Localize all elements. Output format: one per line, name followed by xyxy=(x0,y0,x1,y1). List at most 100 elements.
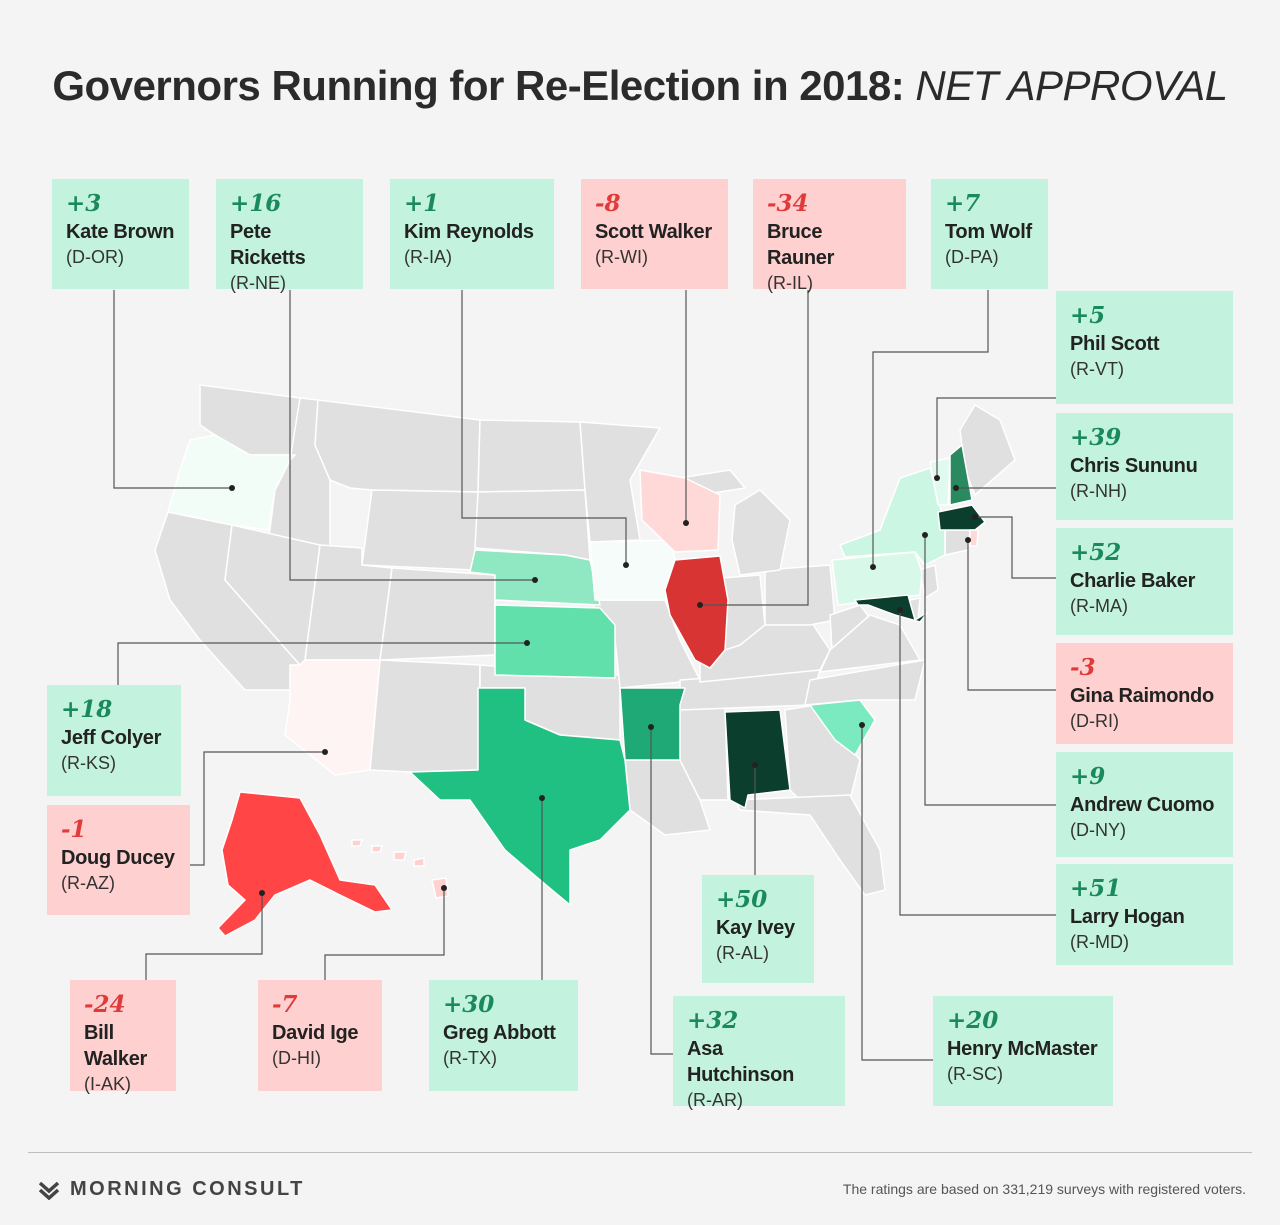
net-approval: +18 xyxy=(61,696,113,723)
governor-name: Larry Hogan xyxy=(1070,906,1185,928)
governor-name: Kim Reynolds xyxy=(404,221,534,243)
dot-tx xyxy=(539,795,545,801)
leader-sc xyxy=(861,725,933,1061)
governor-name: Tom Wolf xyxy=(945,221,1032,243)
label-or: +3 Kate Brown (D-OR) xyxy=(52,179,189,289)
governor-party: (R-KS) xyxy=(61,753,116,773)
state-fl xyxy=(734,794,886,896)
footnote: The ratings are based on 331,219 surveys… xyxy=(842,1181,1246,1197)
state-tx xyxy=(409,687,631,906)
state-co xyxy=(379,567,496,661)
governor-party: (R-SC) xyxy=(947,1064,1003,1084)
state-wi xyxy=(639,469,721,553)
governor-party: (R-AL) xyxy=(716,943,769,963)
governor-name: Gina Raimondo xyxy=(1070,685,1214,707)
leader-md xyxy=(899,610,1056,916)
governor-name: Kate Brown xyxy=(66,221,175,243)
net-approval: +1 xyxy=(404,190,440,217)
leader-pa xyxy=(872,290,989,567)
governor-party: (R-NE) xyxy=(230,273,286,293)
net-approval: -1 xyxy=(61,816,87,843)
governor-party: (R-MD) xyxy=(1070,932,1129,952)
net-approval: +16 xyxy=(230,190,282,217)
leader-or xyxy=(113,290,232,489)
leader-ak xyxy=(145,893,263,980)
leader-ks xyxy=(117,642,527,685)
governor-party: (D-NY) xyxy=(1070,820,1126,840)
net-approval: -8 xyxy=(595,190,621,217)
label-ak: -24 Bill Walker (I-AK) xyxy=(70,980,176,1094)
net-approval: +3 xyxy=(66,190,102,217)
leader-hi xyxy=(324,888,445,980)
state-ks xyxy=(494,604,616,679)
label-vt: +5 Phil Scott (R-VT) xyxy=(1056,291,1233,404)
label-ri: -3 Gina Raimondo (D-RI) xyxy=(1056,643,1233,744)
net-approval: +50 xyxy=(716,886,768,913)
governor-name: Greg Abbott xyxy=(443,1022,556,1044)
state-md xyxy=(854,594,929,623)
dot-ak xyxy=(259,890,265,896)
dot-ia xyxy=(623,562,629,568)
state-nm xyxy=(369,659,481,773)
label-ny: +9 Andrew Cuomo (D-NY) xyxy=(1056,752,1233,857)
leader-ne xyxy=(289,290,535,581)
state-sc xyxy=(809,699,876,756)
label-ma: +52 Charlie Baker (R-MA) xyxy=(1056,528,1233,635)
dot-or xyxy=(229,485,235,491)
governor-name: Phil Scott xyxy=(1070,333,1160,355)
leader-ia xyxy=(461,290,627,565)
governor-party: (R-AZ) xyxy=(61,873,115,893)
dot-vt xyxy=(934,475,940,481)
title-highlight: NET APPROVAL xyxy=(915,62,1228,109)
governor-name: Andrew Cuomo xyxy=(1070,794,1215,816)
governor-name: Charlie Baker xyxy=(1070,570,1196,592)
governor-party: (D-PA) xyxy=(945,247,999,267)
label-ks: +18 Jeff Colyer (R-KS) xyxy=(47,685,181,796)
net-approval: +32 xyxy=(687,1007,739,1034)
leader-az xyxy=(190,751,325,866)
net-approval: -34 xyxy=(767,190,809,217)
governor-party: (D-HI) xyxy=(272,1048,321,1068)
governor-name: Bruce Rauner xyxy=(767,221,835,269)
label-nh: +39 Chris Sununu (R-NH) xyxy=(1056,413,1233,520)
dot-md xyxy=(897,607,903,613)
governor-party: (R-IL) xyxy=(767,273,813,293)
net-approval: +30 xyxy=(443,991,495,1018)
label-tx: +30 Greg Abbott (R-TX) xyxy=(429,980,578,1091)
label-sc: +20 Henry McMaster (R-SC) xyxy=(933,996,1113,1106)
net-approval: +5 xyxy=(1070,302,1106,329)
governor-party: (R-VT) xyxy=(1070,359,1124,379)
state-ct xyxy=(944,529,971,556)
label-pa: +7 Tom Wolf (D-PA) xyxy=(931,179,1048,289)
label-ia: +1 Kim Reynolds (R-IA) xyxy=(390,179,554,289)
dot-ri xyxy=(965,537,971,543)
label-wi: -8 Scott Walker (R-WI) xyxy=(581,179,728,289)
governor-name: Jeff Colyer xyxy=(61,727,162,749)
state-sd xyxy=(474,489,591,561)
state-nj xyxy=(919,564,939,599)
dot-wi xyxy=(683,520,689,526)
label-ar: +32 Asa Hutchinson (R-AR) xyxy=(673,996,845,1110)
state-oh xyxy=(764,564,836,626)
governor-party: (D-RI) xyxy=(1070,711,1119,731)
state-ri xyxy=(969,529,979,547)
net-approval: -7 xyxy=(272,991,298,1018)
state-nc xyxy=(804,659,926,706)
state-vt xyxy=(929,457,951,506)
leader-ri xyxy=(967,540,1056,691)
title-main: Governors Running for Re-Election in 201… xyxy=(52,62,905,109)
governor-party: (R-TX) xyxy=(443,1048,497,1068)
governor-name: Pete Ricketts xyxy=(230,221,306,269)
governor-party: (R-IA) xyxy=(404,247,452,267)
governor-name: Scott Walker xyxy=(595,221,712,243)
governor-name: David Ige xyxy=(272,1022,359,1044)
state-ak xyxy=(217,791,393,937)
governor-name: Bill Walker xyxy=(84,1022,148,1070)
net-approval: +20 xyxy=(947,1007,999,1034)
net-approval: +9 xyxy=(1070,763,1106,790)
state-al xyxy=(724,709,791,809)
dot-ma xyxy=(972,514,978,520)
governor-party: (R-MA) xyxy=(1070,596,1128,616)
label-ne: +16 Pete Ricketts (R-NE) xyxy=(216,179,363,293)
